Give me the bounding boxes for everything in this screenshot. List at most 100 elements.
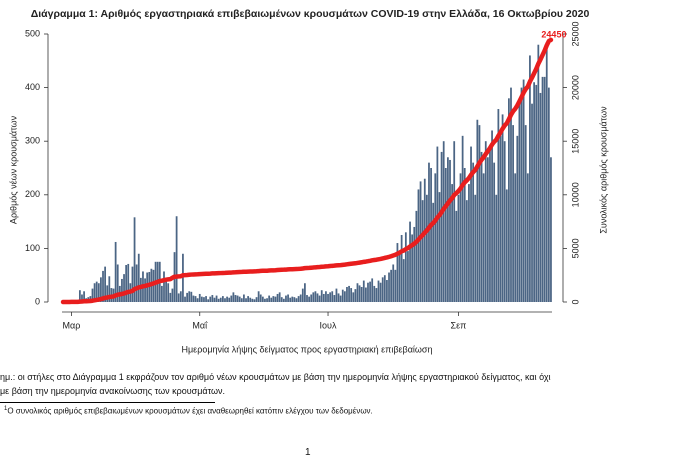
bar xyxy=(261,296,264,302)
bar xyxy=(114,241,117,302)
bar xyxy=(137,253,140,302)
bar xyxy=(392,264,395,302)
bar xyxy=(421,200,424,302)
y2-tick-label: 10000 xyxy=(570,182,580,207)
bar xyxy=(270,297,273,302)
bar xyxy=(312,292,315,302)
bar xyxy=(285,295,287,302)
bar xyxy=(360,286,363,302)
bar xyxy=(369,281,371,302)
bar xyxy=(377,280,380,302)
bar xyxy=(402,259,405,302)
line xyxy=(60,37,554,305)
y2-tick-label: 15000 xyxy=(570,129,580,154)
bar xyxy=(108,276,111,302)
bar xyxy=(268,295,271,302)
bar xyxy=(219,297,222,302)
bar xyxy=(274,296,277,302)
bar xyxy=(499,135,502,302)
bar xyxy=(510,87,512,302)
bar xyxy=(539,92,542,303)
bar xyxy=(478,125,481,303)
bar xyxy=(287,294,289,302)
bar xyxy=(301,288,304,302)
bar xyxy=(280,297,283,302)
bar xyxy=(188,291,191,302)
bar xyxy=(493,162,496,302)
bar xyxy=(396,243,399,302)
y2-tick-label: 25000 xyxy=(570,21,580,46)
y-tick-label: 400 xyxy=(25,82,40,92)
x-tick-label: Ιουλ xyxy=(320,320,337,330)
bar xyxy=(91,288,94,302)
bar xyxy=(177,293,180,302)
y-tick-label: 100 xyxy=(25,243,40,253)
bar xyxy=(350,288,353,302)
bar xyxy=(125,265,128,302)
bar xyxy=(508,98,510,302)
bar xyxy=(484,141,487,302)
x-axis-label: Ημερομηνία λήψης δείγματος προς εργαστηρ… xyxy=(182,344,433,354)
note-line: με βάση την ημερομηνία ανακοίνωσης των κ… xyxy=(0,386,226,396)
bar xyxy=(306,295,308,302)
footnote-mark: 1 xyxy=(4,406,8,412)
bar xyxy=(394,269,397,302)
bar xyxy=(547,87,550,302)
bar xyxy=(289,297,292,302)
bar xyxy=(379,282,382,302)
bar xyxy=(245,298,247,302)
page-number: 1 xyxy=(305,447,311,458)
bar xyxy=(470,146,472,302)
bar xyxy=(238,296,241,302)
bar xyxy=(152,269,155,302)
bar xyxy=(348,285,350,302)
bar xyxy=(430,168,432,302)
bar xyxy=(495,194,498,302)
bar xyxy=(352,292,355,302)
y-tick-label: 300 xyxy=(25,136,40,146)
bar xyxy=(432,202,435,302)
bar xyxy=(93,283,96,302)
bar xyxy=(436,146,439,302)
bar xyxy=(200,296,203,302)
bar xyxy=(247,296,249,302)
bar xyxy=(383,275,386,302)
y-tick-label: 500 xyxy=(25,28,40,38)
bar xyxy=(455,210,458,302)
bar xyxy=(413,226,416,302)
bar xyxy=(409,221,411,302)
y-axis-label: Αριθμός νέων κρουσμάτων xyxy=(8,115,18,224)
bar xyxy=(102,270,104,302)
bar xyxy=(465,200,468,302)
footnote: 1Ο συνολικός αριθμός επιβεβαιωμένων κρου… xyxy=(4,406,373,416)
bar xyxy=(356,283,359,302)
bar xyxy=(438,192,441,302)
bar xyxy=(318,295,321,302)
bar xyxy=(497,109,500,302)
bar xyxy=(362,280,365,302)
bar xyxy=(524,125,527,303)
bar xyxy=(411,234,414,302)
bar xyxy=(491,130,493,302)
bar xyxy=(175,216,178,302)
bar xyxy=(482,173,485,302)
bar xyxy=(165,280,167,302)
bar xyxy=(331,291,334,302)
bar xyxy=(386,280,388,302)
y2-axis-label: Συνολικός αριθμός κρουσμάτων xyxy=(598,106,608,234)
bar xyxy=(297,296,300,302)
bar xyxy=(444,168,447,302)
bar xyxy=(423,178,426,302)
bar xyxy=(308,296,310,302)
y-tick-label: 200 xyxy=(25,189,40,199)
bar xyxy=(453,141,456,302)
bar xyxy=(329,292,332,302)
bar xyxy=(325,291,327,302)
bar xyxy=(365,287,367,302)
bar xyxy=(398,253,401,302)
bar xyxy=(339,295,342,302)
bar xyxy=(167,283,170,302)
bar xyxy=(390,269,393,302)
bar xyxy=(249,297,252,302)
bar xyxy=(179,291,182,302)
